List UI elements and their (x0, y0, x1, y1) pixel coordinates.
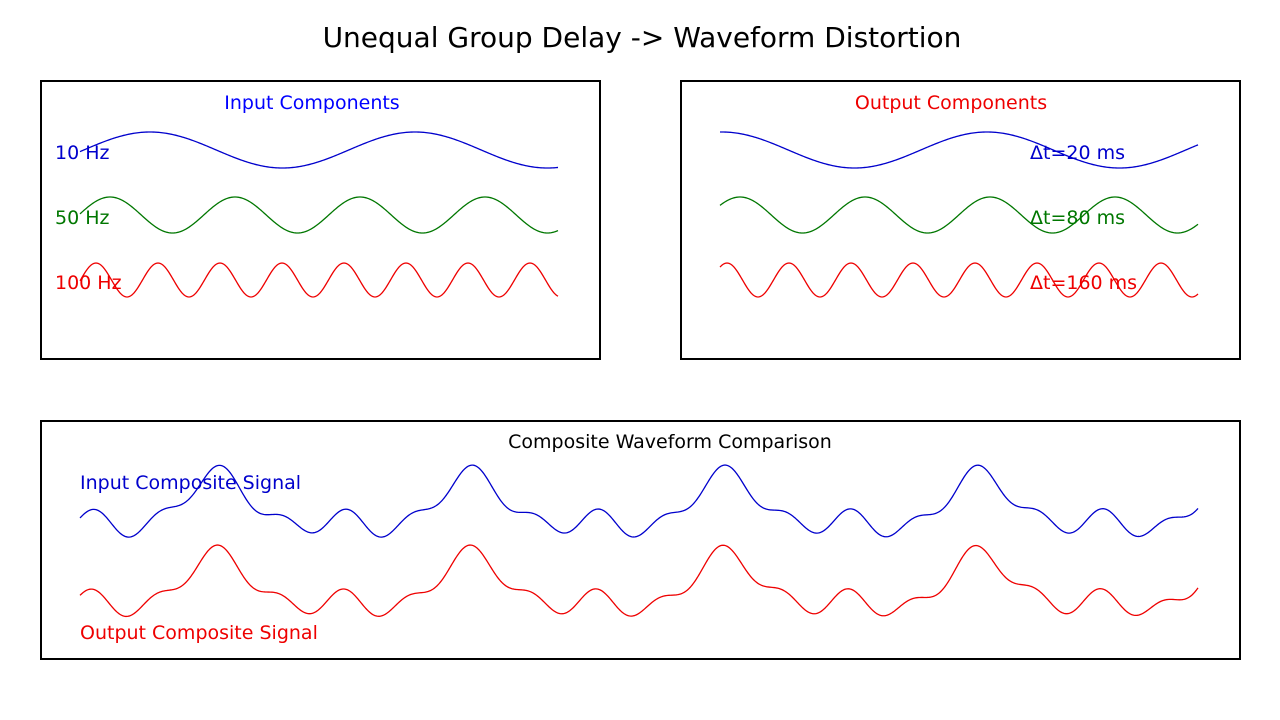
input-wave-50hz (79, 196, 559, 234)
delay-label-100hz: Δt=160 ms (1030, 272, 1137, 294)
output-panel-title: Output Components (855, 92, 1047, 114)
output-wave-50hz (719, 196, 1199, 234)
input-label-50hz: 50 Hz (55, 207, 110, 229)
output-composite-wave (79, 544, 1199, 618)
input-composite-label: Input Composite Signal (80, 472, 301, 494)
composite-panel-border (40, 420, 1241, 660)
input-panel-border (40, 80, 601, 360)
diagram-title: Unequal Group Delay -> Waveform Distorti… (323, 21, 962, 54)
output-components-panel: Output Components Δt=20 ms Δt=80 ms Δt=1… (680, 80, 1241, 360)
input-components-panel: Input Components 10 Hz 50 Hz 100 Hz (40, 80, 601, 360)
input-panel-title: Input Components (224, 92, 399, 114)
input-label-100hz: 100 Hz (55, 272, 122, 294)
output-wave-10hz (719, 131, 1199, 169)
input-wave-10hz (79, 131, 559, 169)
output-panel-border (680, 80, 1241, 360)
composite-comparison-panel: Composite Waveform Comparison Input Comp… (40, 420, 1241, 660)
output-wave-100hz (719, 262, 1199, 298)
input-wave-100hz (79, 262, 559, 298)
delay-label-10hz: Δt=20 ms (1030, 142, 1125, 164)
composite-panel-title: Composite Waveform Comparison (508, 431, 832, 453)
delay-label-50hz: Δt=80 ms (1030, 207, 1125, 229)
input-label-10hz: 10 Hz (55, 142, 110, 164)
input-composite-wave (79, 464, 1199, 538)
output-composite-label: Output Composite Signal (80, 622, 318, 644)
